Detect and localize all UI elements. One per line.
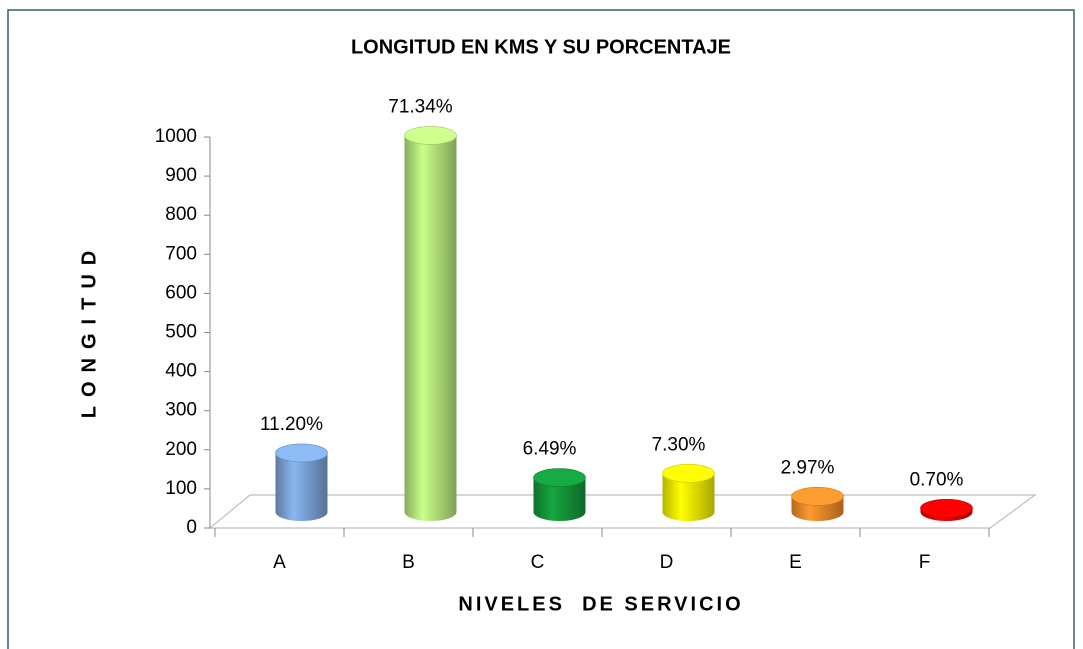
value-label: 6.49% bbox=[523, 439, 577, 460]
bar-body bbox=[533, 477, 586, 521]
bar-body bbox=[275, 452, 328, 521]
x-tick-label: F bbox=[919, 552, 931, 573]
y-tick-label: 500 bbox=[165, 322, 197, 343]
y-tick-label: 1000 bbox=[155, 126, 197, 147]
chart-title: LONGITUD EN KMS Y SU PORCENTAJE bbox=[351, 36, 731, 58]
bar-top bbox=[275, 443, 328, 463]
x-tick-label: C bbox=[531, 552, 545, 573]
y-tick-label: 100 bbox=[165, 478, 197, 499]
y-tick-label: 900 bbox=[165, 165, 197, 186]
value-label: 0.70% bbox=[910, 469, 964, 490]
x-axis-label: NIVELES DE SERVICIO bbox=[458, 593, 743, 615]
bar-top bbox=[662, 463, 715, 483]
chart-frame bbox=[7, 9, 1075, 649]
bar-body bbox=[662, 473, 715, 521]
x-tick-label: D bbox=[660, 552, 674, 573]
y-axis-label: LONGITUD bbox=[78, 242, 100, 418]
y-tick-label: 600 bbox=[165, 282, 197, 303]
value-label: 71.34% bbox=[388, 96, 453, 117]
floor bbox=[208, 494, 1037, 529]
bar-top bbox=[920, 498, 973, 518]
x-tick-label: B bbox=[402, 552, 415, 573]
value-label: 2.97% bbox=[781, 457, 835, 478]
value-label: 11.20% bbox=[260, 414, 323, 435]
bar-top bbox=[404, 126, 457, 145]
y-tick-label: 0 bbox=[186, 517, 197, 538]
bar-top bbox=[533, 468, 586, 487]
y-tick-label: 400 bbox=[165, 361, 197, 382]
y-tick-label: 200 bbox=[165, 439, 197, 460]
value-label: 7.30% bbox=[652, 434, 706, 455]
x-tick-label: A bbox=[273, 552, 286, 573]
x-tick-label: E bbox=[789, 552, 802, 573]
bar-top bbox=[791, 487, 844, 506]
y-tick-label: 800 bbox=[165, 204, 197, 225]
bar-body bbox=[404, 135, 457, 522]
y-tick-label: 300 bbox=[165, 400, 197, 421]
y-tick-label: 700 bbox=[165, 243, 197, 264]
